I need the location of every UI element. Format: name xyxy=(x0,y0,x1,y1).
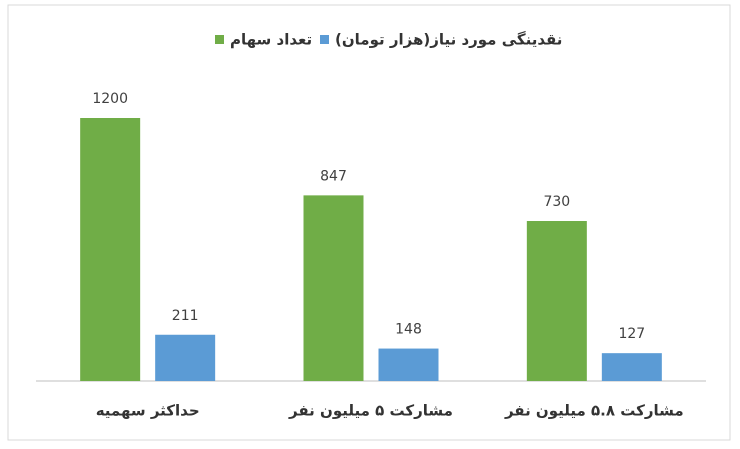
x-tick-label: مشارکت ۵.۸ میلیون نفر xyxy=(504,402,684,420)
bar xyxy=(155,334,216,381)
legend-label: نقدینگی مورد نیاز(هزار تومان) xyxy=(335,31,562,49)
legend-swatch xyxy=(320,35,329,44)
value-label: 1200 xyxy=(92,91,128,107)
legend-label: تعداد سهام xyxy=(230,31,312,49)
legend-swatch xyxy=(215,35,224,44)
x-tick-label: مشارکت ۵ میلیون نفر xyxy=(288,402,453,420)
value-label: 127 xyxy=(618,326,645,342)
bar xyxy=(80,118,141,381)
x-tick-label: حداکثر سهمیه xyxy=(96,402,200,420)
bar xyxy=(601,353,662,381)
value-label: 148 xyxy=(395,322,422,338)
value-label: 730 xyxy=(543,194,570,210)
bar xyxy=(526,221,587,381)
bar xyxy=(303,195,364,381)
value-label: 211 xyxy=(172,308,199,324)
value-label: 847 xyxy=(320,168,347,184)
bar xyxy=(378,348,439,381)
